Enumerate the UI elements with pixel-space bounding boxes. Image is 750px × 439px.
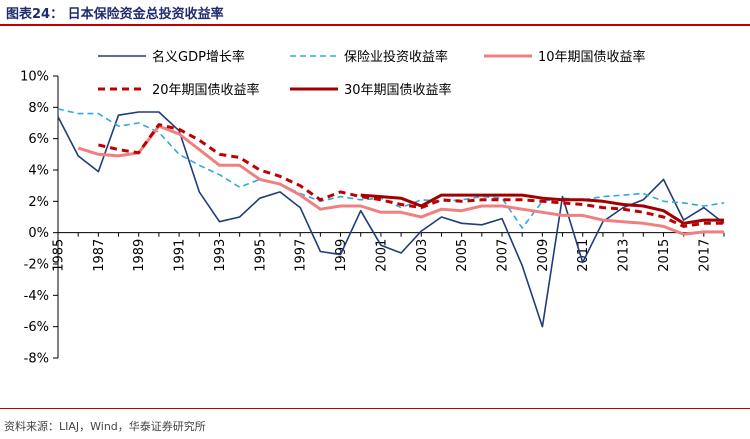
legend: 名义GDP增长率 保险业投资收益率 10年期国债收益率 20年期国债收益率 30年期国债… xyxy=(98,49,646,98)
y-tick-label: -2% xyxy=(24,258,49,273)
title-rule xyxy=(0,24,750,26)
x-tick-label: 2015 xyxy=(657,239,672,272)
y-tick-label: 6% xyxy=(28,132,49,147)
y-tick-label: -6% xyxy=(24,320,49,335)
legend-label-1: 名义GDP增长率 xyxy=(152,49,245,65)
series-line-4 xyxy=(98,123,724,228)
x-tick-label: 1991 xyxy=(173,239,188,272)
y-tick-label: 10% xyxy=(20,70,49,85)
page-title: 图表24： 日本保险资金总投资收益率 xyxy=(6,7,224,22)
x-tick-label: 1995 xyxy=(253,239,268,272)
source-note: 资料来源：LIAJ，Wind，华泰证券研究所 xyxy=(4,420,206,433)
plot-area xyxy=(57,108,725,328)
x-tick-label: 2003 xyxy=(415,239,430,272)
y-tick-label: -4% xyxy=(24,289,49,304)
footer-rule xyxy=(0,408,750,409)
y-tick-label: 8% xyxy=(28,101,49,116)
x-tick-label: 1997 xyxy=(294,239,309,272)
axes: 10% 8% 6% 4% 2% 0% -2% -4% -6% -8% 1985 1987 1989 199… xyxy=(20,70,725,367)
x-tick-label: 1989 xyxy=(132,239,147,272)
legend-label-4: 20年期国债收益率 xyxy=(152,82,260,98)
x-tick-label: 2013 xyxy=(617,239,632,272)
line-chart: 名义GDP增长率 保险业投资收益率 10年期国债收益率 20年期国债收益率 30年期国债… xyxy=(20,49,725,367)
x-tick-label: 2001 xyxy=(374,239,389,272)
x-tick-label: 2011 xyxy=(576,239,591,272)
x-tick-label: 2005 xyxy=(455,239,470,272)
x-tick-label: 2009 xyxy=(536,239,551,272)
legend-label-2: 保险业投资收益率 xyxy=(344,49,448,65)
y-tick-label: -8% xyxy=(24,352,49,367)
y-tick-label: 0% xyxy=(28,226,49,241)
x-tick-label: 2017 xyxy=(697,239,712,272)
legend-label-5: 30年期国债收益率 xyxy=(344,82,452,98)
series-line-5 xyxy=(360,193,724,225)
series-line-1 xyxy=(57,111,725,328)
y-tick-label: 4% xyxy=(28,164,49,179)
legend-label-3: 10年期国债收益率 xyxy=(538,49,646,65)
x-tick-label: 1987 xyxy=(92,239,107,272)
x-tick-label: 1985 xyxy=(52,239,67,272)
series-line-3 xyxy=(77,124,724,236)
x-tick-label: 2007 xyxy=(496,239,511,272)
x-tick-label: 1993 xyxy=(213,239,228,272)
x-tick-label: 1999 xyxy=(334,239,349,272)
y-tick-label: 2% xyxy=(28,195,49,210)
